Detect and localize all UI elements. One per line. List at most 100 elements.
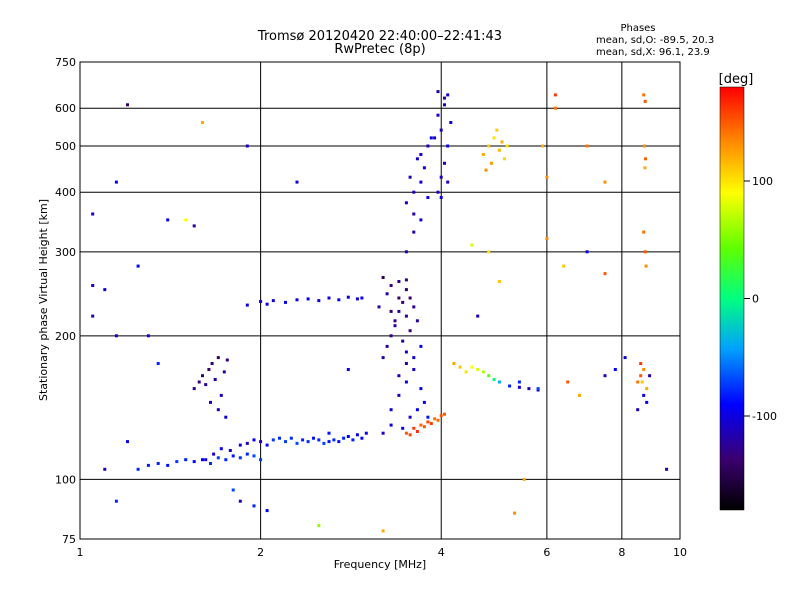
y-tick-label: 75	[62, 533, 76, 546]
data-point	[136, 264, 140, 268]
data-point	[476, 368, 480, 371]
chart-title: Tromsø 20120420 22:40:00–22:41:43	[257, 29, 502, 44]
data-point	[426, 420, 430, 424]
data-point	[146, 334, 150, 338]
y-tick-label: 200	[55, 330, 76, 343]
data-point	[219, 447, 223, 451]
data-point	[207, 368, 211, 371]
data-point	[327, 431, 331, 435]
data-point	[643, 166, 647, 170]
data-point	[545, 236, 549, 240]
data-point	[389, 334, 393, 338]
data-point	[197, 380, 201, 384]
data-point	[355, 433, 359, 437]
data-point	[381, 431, 385, 435]
data-point	[346, 368, 350, 371]
data-point	[212, 452, 216, 456]
data-point	[289, 436, 293, 440]
data-points	[91, 90, 669, 533]
data-point	[404, 362, 408, 365]
data-point	[419, 218, 423, 222]
data-point	[389, 423, 393, 427]
data-point	[213, 378, 217, 381]
data-point	[470, 243, 474, 247]
data-point	[639, 362, 643, 365]
stats-heading: Phases	[620, 23, 655, 34]
data-point	[464, 370, 468, 374]
data-point	[360, 296, 364, 300]
data-point	[505, 144, 509, 148]
data-point	[351, 438, 355, 442]
data-point	[360, 436, 364, 440]
data-point	[422, 166, 426, 170]
data-point	[522, 477, 526, 481]
data-point	[377, 305, 381, 309]
y-tick-label: 500	[55, 140, 76, 153]
data-point	[404, 288, 408, 292]
data-point	[201, 458, 204, 462]
data-point	[209, 400, 212, 404]
data-point	[238, 499, 242, 503]
data-point	[381, 276, 385, 279]
data-point	[436, 418, 440, 422]
data-point	[408, 433, 412, 437]
data-point	[210, 362, 214, 365]
data-point	[426, 144, 430, 148]
data-point	[645, 400, 649, 404]
data-point	[284, 300, 287, 304]
data-point	[492, 136, 496, 140]
data-point	[636, 408, 640, 412]
grid-layer	[80, 62, 680, 539]
data-point	[306, 297, 310, 301]
data-point	[436, 190, 440, 194]
data-point	[265, 302, 269, 306]
data-point	[192, 224, 196, 228]
data-point	[415, 430, 419, 433]
data-point	[381, 356, 385, 360]
data-point	[204, 458, 208, 462]
data-point	[252, 454, 256, 458]
data-point	[487, 144, 491, 148]
data-point	[156, 462, 160, 465]
data-point	[224, 415, 228, 419]
data-point	[412, 190, 416, 194]
data-point	[436, 113, 440, 117]
data-point	[156, 362, 160, 365]
data-point	[222, 370, 226, 374]
data-point	[337, 440, 341, 444]
data-point	[265, 443, 269, 447]
data-point	[204, 383, 208, 387]
data-point	[640, 380, 644, 384]
colorbar-label: [deg]	[719, 72, 754, 87]
data-point	[295, 298, 299, 302]
data-point	[497, 148, 501, 152]
data-point	[429, 136, 433, 140]
data-point	[245, 303, 249, 307]
data-point	[397, 393, 401, 397]
data-point	[327, 440, 331, 444]
data-point	[175, 460, 179, 464]
data-point	[613, 368, 617, 371]
y-tick-label: 750	[55, 56, 76, 69]
data-point	[562, 264, 566, 268]
data-point	[489, 161, 493, 165]
data-point	[252, 504, 256, 508]
data-point	[422, 400, 426, 404]
data-point	[114, 334, 118, 338]
data-point	[500, 140, 504, 144]
data-point	[228, 449, 232, 452]
data-point	[415, 157, 419, 161]
data-point	[245, 144, 249, 148]
data-point	[192, 460, 196, 464]
data-point	[446, 144, 450, 148]
data-point	[426, 415, 430, 419]
data-point	[446, 180, 450, 184]
data-point	[470, 365, 474, 369]
colorbar-ticks: 100 0 -100	[744, 175, 777, 423]
data-point	[643, 250, 647, 254]
data-point	[91, 284, 95, 287]
data-point	[419, 344, 423, 348]
x-tick-label: 6	[543, 546, 550, 559]
data-point	[126, 440, 129, 444]
data-point	[332, 438, 336, 442]
